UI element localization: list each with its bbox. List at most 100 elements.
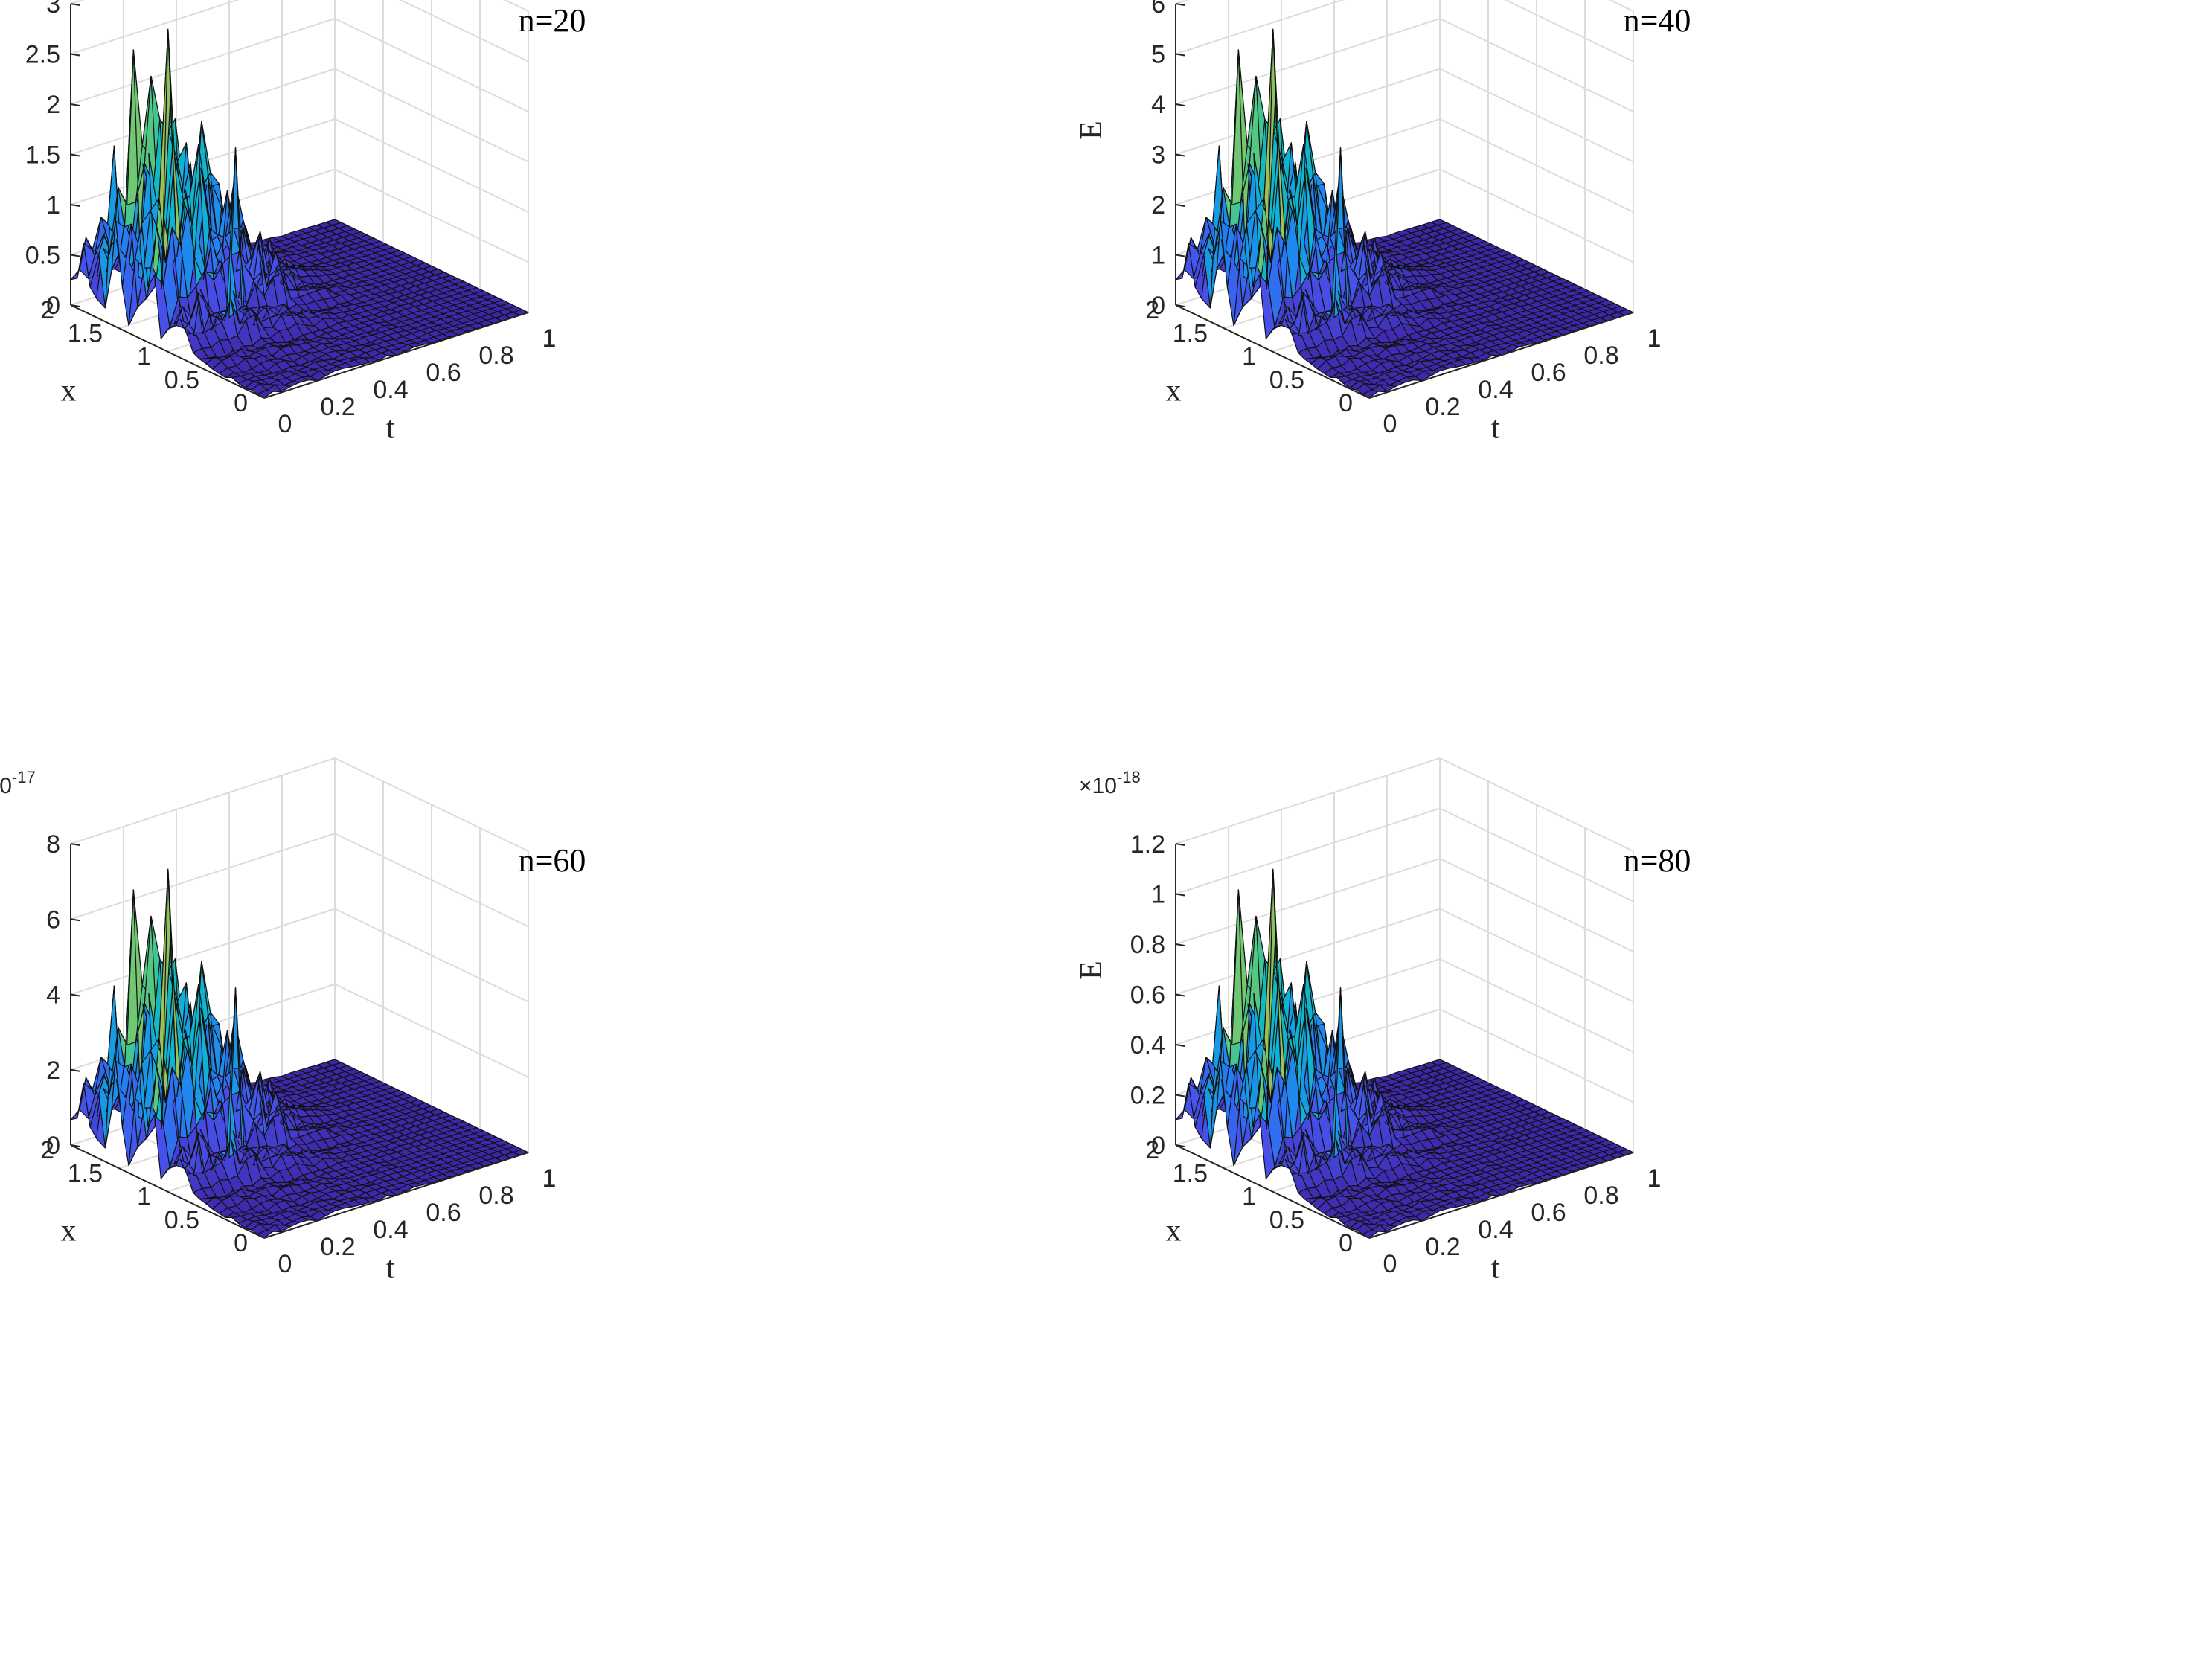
chart-title: n=80: [1624, 842, 1691, 879]
axes: [70, 3, 529, 399]
x-axis-line: [1175, 1144, 1370, 1239]
surface: [1175, 868, 1634, 1239]
t-tick-label: 1: [1647, 1164, 1662, 1193]
x-axis-label: x: [1166, 373, 1182, 408]
z-gridline: [70, 68, 336, 156]
t-tick-label: 0.8: [478, 342, 513, 370]
z-tick-mark: [1175, 103, 1185, 106]
x-tick-label: 1: [137, 1183, 151, 1211]
t-tick-label: 1: [542, 1164, 557, 1193]
z-tick-mark: [70, 3, 80, 6]
z-tick-label: 0: [46, 1132, 60, 1160]
subplot-n80: 0 0.2 0.4 0.6 0.8 1 1.2 0 0.5 1 1.5 2 0 0.2 0.4 0.6 0.8 1…: [1074, 757, 2210, 1680]
t-tick-label: 0.8: [478, 1182, 513, 1210]
t-tick-label: 0.2: [320, 393, 355, 421]
t-axis-line: [263, 312, 529, 399]
z-tick-mark: [1175, 1044, 1185, 1047]
z-tick-mark: [1175, 304, 1185, 307]
z-multiplier-base: ×10: [1079, 774, 1117, 798]
x-tick-label: 0: [234, 1229, 248, 1257]
t-tick-label: 0.4: [1478, 1216, 1513, 1244]
x-tick-label: 2: [1145, 296, 1159, 324]
x-tick-label: 1.5: [1173, 319, 1208, 347]
z-multiplier: ×10-17: [0, 768, 36, 798]
z-tick-label: 5: [1151, 41, 1165, 69]
z-tick-label: 3: [46, 0, 60, 19]
z-gridline: [1175, 757, 1441, 844]
z-tick-mark: [70, 1144, 80, 1147]
x-tick-label: 1: [1242, 1183, 1256, 1211]
z-tick-label: 4: [1151, 91, 1165, 119]
z-gridline: [1175, 807, 1441, 895]
x-tick-label: 0.5: [1269, 366, 1304, 394]
t-tick-label: 0.6: [1531, 359, 1566, 387]
x-tick-label: 0: [1339, 389, 1353, 417]
surface-plot-n80: 00.20.40.60.811.200.511.5200.20.40.60.81…: [1074, 757, 1691, 1285]
surface-plot-n20: 00.511.522.5300.511.5200.20.40.60.81Extn…: [0, 0, 586, 445]
z-gridline: [1175, 858, 1441, 945]
x-tick-label: 0.5: [1269, 1206, 1304, 1234]
z-tick-label: 1: [1151, 881, 1165, 909]
axes: [1175, 3, 1634, 399]
z-tick-label: 8: [46, 830, 60, 859]
t-axis-label: t: [386, 1251, 395, 1285]
x-axis-label: x: [61, 1213, 77, 1248]
x-tick-label: 0.5: [164, 1206, 199, 1234]
z-axis-label: E: [0, 961, 4, 980]
z-axis-label: E: [1074, 961, 1109, 980]
z-tick-label: 1.5: [25, 141, 60, 170]
z-tick-mark: [70, 918, 80, 922]
x-axis-line: [1175, 304, 1370, 399]
x-tick-label: 2: [40, 1136, 54, 1164]
subplot-n20: 00.511.522.5300.511.5200.20.40.60.81Extn…: [0, 0, 1105, 840]
z-tick-mark: [1175, 893, 1185, 897]
t-tick-label: 0.6: [1531, 1199, 1566, 1227]
t-axis-label: t: [386, 411, 395, 445]
z-tick-mark: [70, 254, 80, 257]
x-axis-label: x: [1166, 1213, 1182, 1248]
z-multiplier-base: ×10: [0, 774, 12, 798]
axes: [1175, 843, 1634, 1239]
t-tick-label: 0.2: [1425, 1233, 1460, 1261]
z-gridline: [1175, 0, 1190, 4]
t-tick-label: 0: [278, 410, 292, 438]
t-tick-label: 1: [542, 324, 557, 353]
z-tick-label: 0: [1151, 292, 1165, 320]
z-multiplier-exponent: -18: [1117, 768, 1141, 786]
z-tick-mark: [70, 993, 80, 997]
z-tick-mark: [70, 153, 80, 157]
z-gridline: [1175, 908, 1441, 996]
x-axis-label: x: [61, 373, 77, 408]
z-tick-mark: [70, 1068, 80, 1072]
z-tick-mark: [1175, 843, 1185, 846]
x-tick-label: 0.5: [164, 366, 199, 394]
z-tick-mark: [1175, 993, 1185, 997]
z-gridline: [70, 908, 336, 996]
x-axis-line: [70, 304, 265, 399]
surface-plot-n40: 012345600.511.5200.20.40.60.81Extn=40×10…: [1074, 0, 1691, 445]
surface: [70, 28, 529, 399]
surface-plot-n60: 0246800.511.5200.20.40.60.81Extn=60×10-1…: [0, 757, 586, 1285]
t-axis-line: [1368, 1152, 1634, 1239]
z-tick-mark: [70, 843, 80, 846]
z-tick-mark: [70, 53, 80, 57]
z-gridline: [70, 757, 336, 844]
z-gridline: [70, 0, 85, 4]
axes: [70, 843, 529, 1239]
t-tick-label: 0.4: [373, 1216, 408, 1244]
x-tick-label: 0: [1339, 1229, 1353, 1257]
z-axis-label: E: [1074, 121, 1109, 140]
z-gridline: [1175, 68, 1441, 156]
t-axis-label: t: [1491, 411, 1500, 445]
x-axis-line: [70, 1144, 265, 1239]
z-tick-label: 2: [46, 91, 60, 119]
z-tick-label: 0.2: [1130, 1082, 1165, 1110]
z-tick-label: 2.5: [25, 41, 60, 69]
z-axis-label: E: [0, 121, 4, 140]
t-tick-label: 0: [278, 1250, 292, 1278]
z-tick-label: 6: [1151, 0, 1165, 19]
z-tick-mark: [1175, 254, 1185, 257]
t-tick-label: 0.6: [426, 359, 461, 387]
t-tick-label: 0.4: [373, 376, 408, 404]
